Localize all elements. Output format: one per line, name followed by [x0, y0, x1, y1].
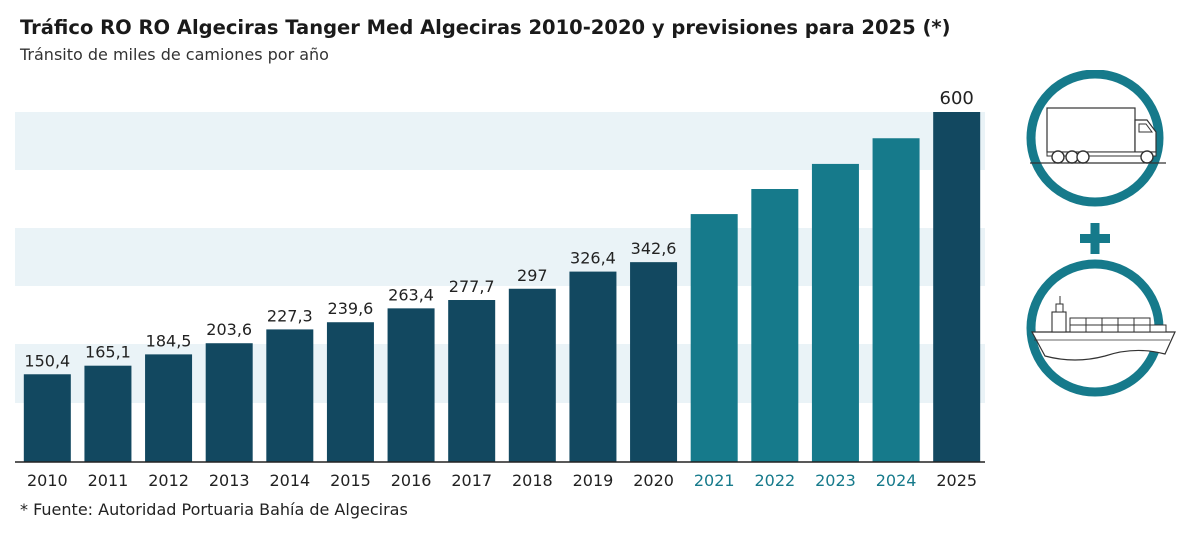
bar-2020 [630, 262, 678, 462]
x-tick-2011: 2011 [88, 471, 129, 490]
bar-2017 [448, 300, 496, 462]
truck-ship-illustration [1026, 70, 1176, 397]
bar-2016 [387, 308, 435, 462]
data-label-2017: 277,7 [449, 277, 495, 296]
bar-2012 [145, 354, 193, 462]
bar-2011 [84, 365, 132, 462]
bar-2014 [266, 329, 314, 462]
background-band [15, 112, 985, 170]
x-tick-2022: 2022 [754, 471, 795, 490]
x-tick-2016: 2016 [391, 471, 432, 490]
x-tick-2019: 2019 [573, 471, 614, 490]
x-tick-2023: 2023 [815, 471, 856, 490]
x-tick-2024: 2024 [876, 471, 917, 490]
data-label-2013: 203,6 [206, 320, 252, 339]
x-tick-2013: 2013 [209, 471, 250, 490]
data-label-2010: 150,4 [24, 351, 70, 370]
data-label-2025: 600 [940, 88, 974, 109]
bar-2022 [751, 189, 799, 462]
bar-2024 [872, 138, 920, 462]
data-label-2018: 297 [517, 266, 548, 285]
bar-2015 [326, 322, 374, 462]
bar-2023 [811, 163, 859, 462]
x-tick-2020: 2020 [633, 471, 674, 490]
data-label-2012: 184,5 [146, 331, 192, 350]
bar-2025 [933, 112, 981, 462]
truck-icon [1026, 70, 1166, 207]
x-tick-2018: 2018 [512, 471, 553, 490]
x-tick-2017: 2017 [451, 471, 492, 490]
x-tick-2012: 2012 [148, 471, 189, 490]
data-label-2020: 342,6 [631, 239, 677, 258]
x-tick-2025: 2025 [936, 471, 977, 490]
data-label-2015: 239,6 [328, 299, 374, 318]
bar-2018 [508, 288, 556, 462]
x-tick-2010: 2010 [27, 471, 68, 490]
plus-icon [1080, 223, 1110, 254]
x-tick-2014: 2014 [269, 471, 310, 490]
bar-2019 [569, 271, 617, 462]
source-note: * Fuente: Autoridad Portuaria Bahía de A… [20, 500, 408, 519]
bar-2013 [205, 343, 253, 462]
data-label-2011: 165,1 [85, 343, 131, 362]
bar-2021 [690, 214, 738, 462]
ship-icon [1026, 259, 1176, 397]
data-label-2014: 227,3 [267, 306, 313, 325]
x-tick-2015: 2015 [330, 471, 371, 490]
data-label-2019: 326,4 [570, 249, 616, 268]
x-tick-2021: 2021 [694, 471, 735, 490]
bar-2010 [23, 374, 71, 462]
chart-title: Tráfico RO RO Algeciras Tanger Med Algec… [20, 16, 951, 39]
data-label-2016: 263,4 [388, 285, 434, 304]
bar-chart: 150,4 2010 165,1 2011 184,5 2012 203,6 2013 227,… [15, 88, 985, 490]
chart-subtitle: Tránsito de miles de camiones por año [20, 45, 329, 64]
